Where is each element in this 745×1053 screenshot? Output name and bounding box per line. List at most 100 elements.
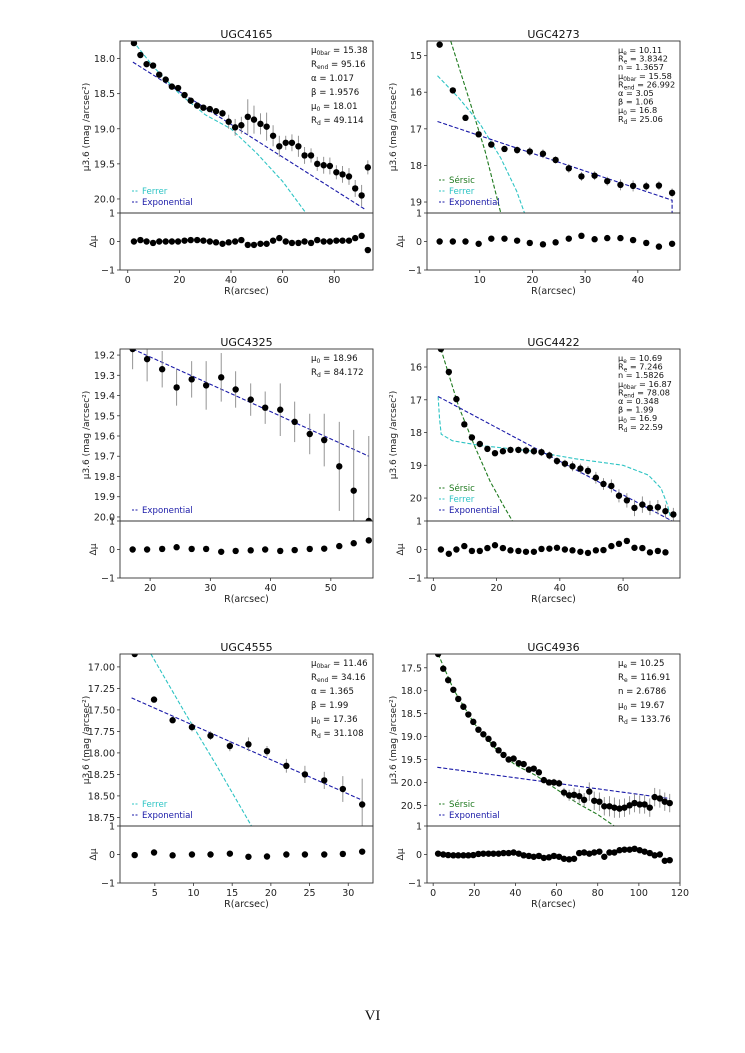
x-tick-label: 20 (468, 888, 480, 899)
y-tick-label: 20.0 (401, 778, 422, 789)
data-point (535, 769, 543, 776)
residual-point (321, 851, 328, 858)
data-point (538, 449, 545, 456)
data-point (320, 162, 327, 169)
x-tick-label: 40 (632, 275, 644, 286)
x-tick-label: 20 (144, 583, 156, 594)
fit-parameter: Rd = 25.06 (618, 114, 663, 126)
residual-point (257, 240, 264, 247)
data-point (565, 792, 573, 799)
data-point (515, 446, 522, 454)
x-tick-label: 20 (526, 275, 538, 286)
data-point (143, 355, 151, 363)
y-tick-label: 20.0 (94, 194, 115, 205)
residual-point (623, 537, 631, 545)
residual-point (207, 851, 214, 858)
y-tick-label: 18.25 (88, 770, 115, 781)
residual-point (530, 548, 538, 555)
fit-parameter: Rd = 84.172 (311, 368, 364, 379)
residual-point (522, 548, 530, 555)
x-tick-label: 60 (617, 583, 629, 594)
residual-point (643, 239, 650, 247)
y-tick-label: 19.4 (94, 391, 115, 402)
x-tick-label: 0 (125, 275, 131, 286)
residual-point (550, 852, 558, 860)
residual-point (505, 849, 512, 857)
data-point (484, 445, 491, 453)
x-tick-label: 100 (630, 888, 648, 899)
y-tick-label: 19.9 (94, 492, 115, 503)
data-point (277, 406, 284, 413)
x-tick-label: 50 (325, 583, 337, 594)
legend-label: Exponential (449, 811, 500, 821)
residual-point (150, 849, 158, 856)
x-axis-label: R(arcsec) (224, 594, 269, 605)
data-point (623, 497, 631, 504)
data-point (505, 756, 512, 763)
residual-point (578, 232, 585, 239)
data-point (525, 766, 533, 773)
residual-point (662, 549, 669, 556)
fit-parameter: α = 3.05 (618, 88, 654, 98)
residual-point (491, 542, 499, 549)
residual-point (168, 238, 176, 245)
legend-label: Ferrer (142, 800, 168, 810)
data-point (449, 87, 457, 94)
data-point (520, 760, 527, 768)
data-point (137, 51, 144, 59)
data-point (339, 171, 346, 178)
data-point (301, 771, 309, 778)
chart-ugc4555: UGC4555 17.00 17.25 17.50 17.75 18.00 18.25 18.… (82, 641, 374, 910)
residual-point (301, 851, 309, 858)
residual-point (591, 236, 598, 243)
data-point (321, 436, 328, 444)
fit-parameter: Re = 7.246 (618, 362, 663, 374)
legend-label: Sérsic (449, 799, 475, 810)
fit-parameter: μ0 = 18.01 (311, 102, 358, 113)
residual-point (333, 237, 340, 244)
residual-point (561, 546, 569, 553)
residual-point (460, 852, 467, 859)
residual-point (507, 547, 514, 554)
data-point (269, 132, 277, 139)
residual-point (226, 850, 234, 857)
residual-point (345, 237, 353, 244)
residual-point (538, 545, 545, 553)
y-axis-label: μ3.6 (mag /arcsec²) (82, 696, 92, 785)
residual-point (434, 850, 442, 857)
data-point (460, 703, 467, 710)
residual-point (475, 240, 482, 247)
data-point (576, 792, 583, 800)
residual-point (350, 540, 357, 547)
y-tick-label: 19 (410, 198, 422, 209)
resid-axis-label: Δμ (89, 848, 99, 860)
resid-y-tick-label: 0 (109, 237, 115, 248)
data-point (225, 118, 232, 125)
resid-y-tick-label: −1 (101, 879, 115, 890)
model-line-exponential (131, 697, 363, 801)
data-point (546, 452, 553, 459)
data-point (561, 460, 569, 467)
data-point (365, 517, 372, 521)
residual-point (219, 240, 226, 247)
chart-ugc4936: UGC493617.518.018.519.019.520.020.5−1010… (389, 641, 689, 910)
y-axis-label: μ3.6 (mag /arcsec²) (389, 391, 399, 480)
residual-point (465, 852, 472, 859)
fit-parameter: μ0 = 19.67 (618, 701, 665, 712)
data-point (257, 120, 264, 128)
data-point (522, 447, 530, 454)
y-tick-label: 20.5 (401, 801, 422, 812)
residual-point (295, 239, 302, 247)
resid-y-tick-label: 0 (416, 850, 422, 861)
residual-point (276, 234, 283, 242)
data-point (445, 368, 453, 376)
x-axis-label: R(arcsec) (531, 594, 576, 605)
data-point (301, 152, 308, 159)
residual-point (500, 849, 507, 857)
residual-point (200, 237, 207, 244)
residual-point (130, 238, 138, 245)
y-tick-label: 18.0 (401, 686, 422, 697)
x-tick-label: 60 (551, 888, 563, 899)
data-point (307, 152, 315, 159)
fit-parameter: Rend = 26.992 (618, 79, 675, 91)
